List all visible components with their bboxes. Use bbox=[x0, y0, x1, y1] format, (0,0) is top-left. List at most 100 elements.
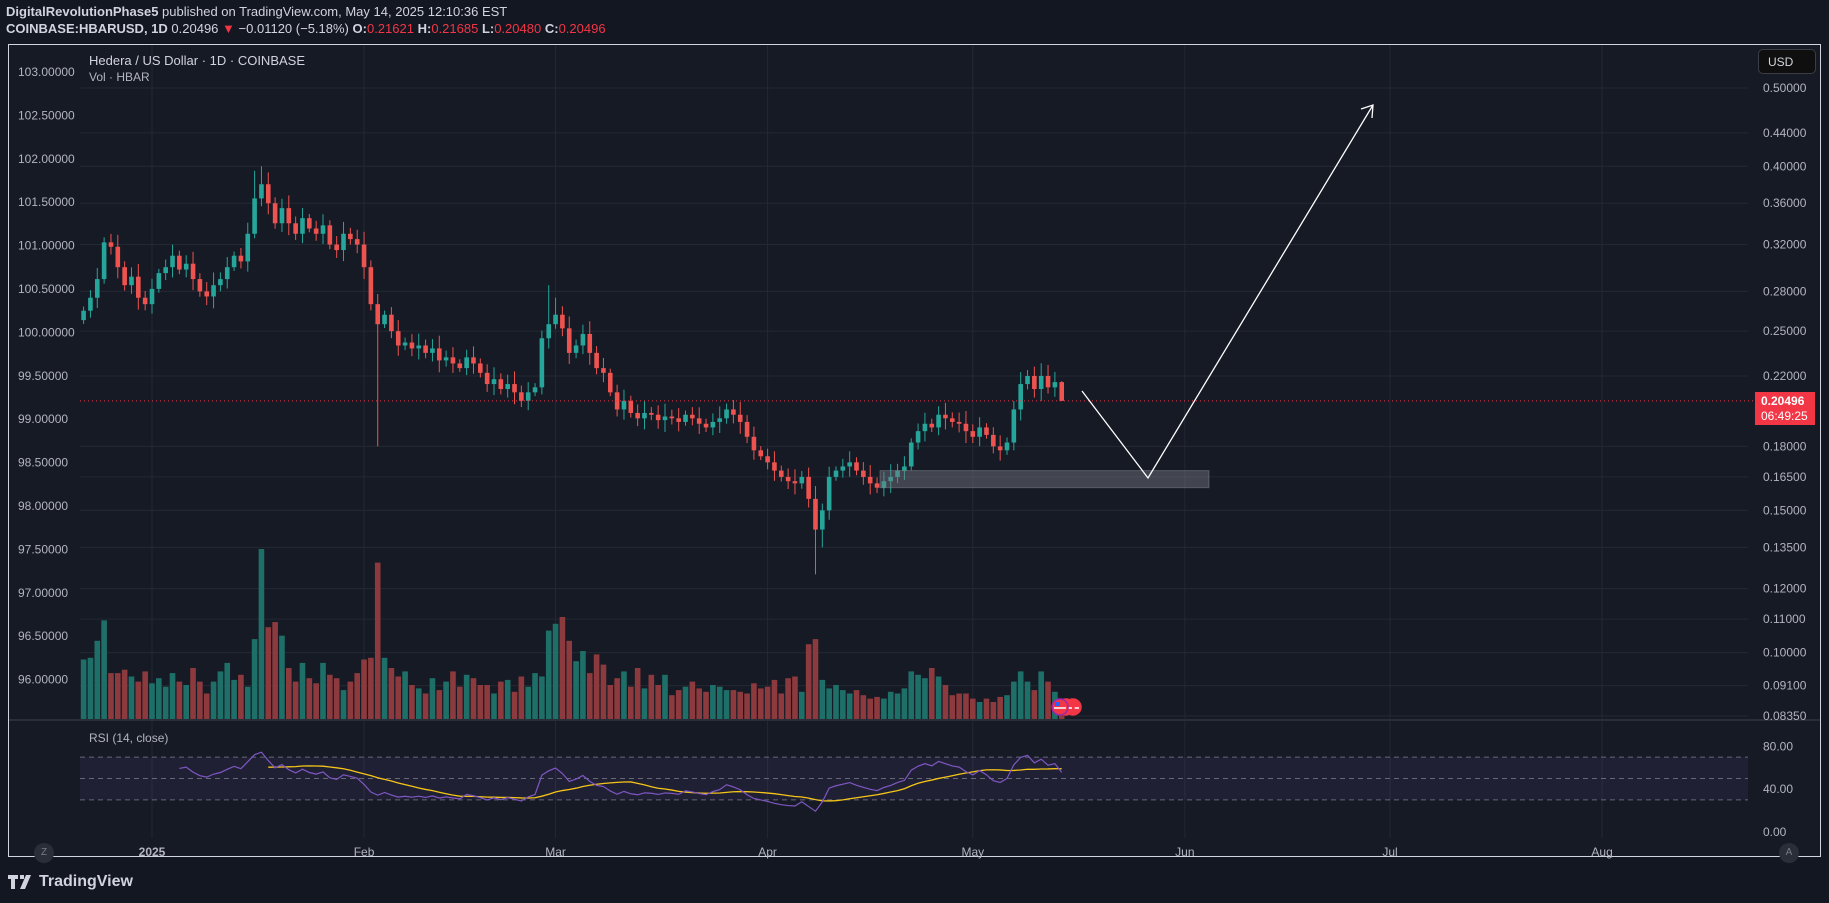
candle bbox=[792, 469, 798, 495]
volume-bar bbox=[525, 686, 531, 719]
candle-body bbox=[375, 304, 381, 325]
candle bbox=[218, 272, 223, 292]
candle-body bbox=[696, 418, 702, 424]
candle bbox=[457, 359, 463, 372]
candle-body bbox=[840, 466, 846, 471]
candle-body bbox=[197, 279, 203, 292]
candle-body bbox=[259, 184, 264, 199]
candle-body bbox=[642, 412, 647, 419]
candle-body bbox=[525, 392, 531, 401]
volume-bar bbox=[320, 662, 326, 719]
candle bbox=[984, 423, 989, 439]
candle bbox=[122, 261, 127, 291]
candle-body bbox=[922, 423, 928, 432]
volume-bar bbox=[87, 657, 94, 719]
candle bbox=[717, 406, 723, 433]
candle-body bbox=[710, 421, 716, 428]
candle-body bbox=[382, 314, 387, 325]
candle bbox=[532, 383, 538, 397]
candle bbox=[696, 407, 702, 435]
left-axis-label: 102.00000 bbox=[18, 152, 75, 166]
candle bbox=[895, 463, 900, 484]
candle-body bbox=[560, 314, 565, 329]
candle bbox=[320, 214, 326, 245]
candle bbox=[313, 220, 319, 241]
candle-body bbox=[655, 414, 661, 421]
candle-body bbox=[635, 412, 640, 419]
rsi-legend: RSI (14, close) bbox=[89, 731, 169, 745]
candle-body bbox=[252, 198, 257, 234]
candle bbox=[81, 306, 86, 324]
volume-bar bbox=[928, 668, 935, 719]
candle bbox=[361, 231, 367, 280]
left-axis-label: 97.00000 bbox=[18, 586, 68, 600]
volume-bar bbox=[648, 674, 655, 719]
price-axis-label: 0.12000 bbox=[1763, 582, 1807, 596]
volume-bar bbox=[689, 681, 696, 719]
volume-bar bbox=[327, 674, 333, 719]
time-axis-label: 2025 bbox=[139, 845, 166, 859]
candle-body bbox=[970, 431, 976, 437]
candle-body bbox=[765, 456, 770, 463]
volume-bar bbox=[559, 617, 566, 719]
candle bbox=[607, 368, 613, 397]
candle bbox=[88, 290, 93, 318]
volume-bar bbox=[593, 654, 600, 719]
candle-body bbox=[190, 263, 196, 280]
volume-bar bbox=[354, 673, 360, 719]
author-name[interactable]: DigitalRevolutionPhase5 bbox=[6, 4, 159, 19]
candle bbox=[573, 339, 579, 359]
price-axis-label: 0.18000 bbox=[1763, 439, 1807, 453]
candle-body bbox=[136, 276, 141, 298]
volume-bar bbox=[217, 671, 224, 719]
zoom-reset-button[interactable]: Z bbox=[34, 843, 54, 863]
chart-frame[interactable] bbox=[8, 44, 1821, 857]
candle-body bbox=[737, 414, 743, 422]
candle bbox=[840, 458, 846, 478]
candle-body bbox=[532, 387, 538, 393]
economic-event-flag-icon bbox=[1051, 698, 1069, 716]
candle-body bbox=[806, 476, 811, 499]
candle bbox=[375, 293, 381, 447]
candle-body bbox=[566, 328, 572, 353]
time-axis-label: Mar bbox=[545, 845, 566, 859]
volume-bar bbox=[347, 681, 354, 719]
candle-body bbox=[1038, 375, 1044, 389]
volume-bar bbox=[429, 678, 436, 719]
tradingview-logo[interactable]: TradingView bbox=[8, 873, 133, 891]
candle bbox=[197, 273, 203, 297]
candle-body bbox=[867, 476, 873, 484]
volume-bar bbox=[484, 685, 490, 719]
volume-bar bbox=[716, 686, 723, 719]
currency-button[interactable]: USD bbox=[1758, 49, 1816, 74]
time-axis-label: Aug bbox=[1591, 845, 1612, 859]
candle bbox=[245, 222, 251, 272]
candle bbox=[908, 438, 914, 471]
candle bbox=[443, 350, 449, 367]
volume-bar bbox=[867, 698, 873, 719]
price-axis-label: 0.16500 bbox=[1763, 470, 1807, 484]
candle bbox=[307, 213, 312, 233]
candle-body bbox=[614, 392, 620, 410]
candle bbox=[546, 285, 552, 349]
volume-bar bbox=[771, 679, 778, 719]
volume-bar bbox=[696, 688, 702, 719]
auto-scale-button[interactable]: A bbox=[1779, 843, 1799, 863]
price-axis-label: 0.28000 bbox=[1763, 284, 1807, 298]
candle bbox=[395, 320, 401, 356]
candle-body bbox=[498, 379, 504, 389]
volume-bar bbox=[313, 683, 319, 719]
volume-bar bbox=[381, 657, 388, 719]
price-axis-label: 0.22000 bbox=[1763, 369, 1807, 383]
candle bbox=[512, 371, 517, 405]
volume-bars bbox=[80, 549, 1065, 719]
candle-body bbox=[505, 384, 510, 389]
candle bbox=[525, 382, 531, 411]
candle bbox=[874, 477, 880, 494]
candle bbox=[778, 465, 784, 482]
candle-body bbox=[881, 481, 887, 488]
price-axis-label: 0.13500 bbox=[1763, 540, 1807, 554]
volume-bar bbox=[976, 702, 983, 719]
rsi-axis-label: 40.00 bbox=[1763, 782, 1793, 796]
